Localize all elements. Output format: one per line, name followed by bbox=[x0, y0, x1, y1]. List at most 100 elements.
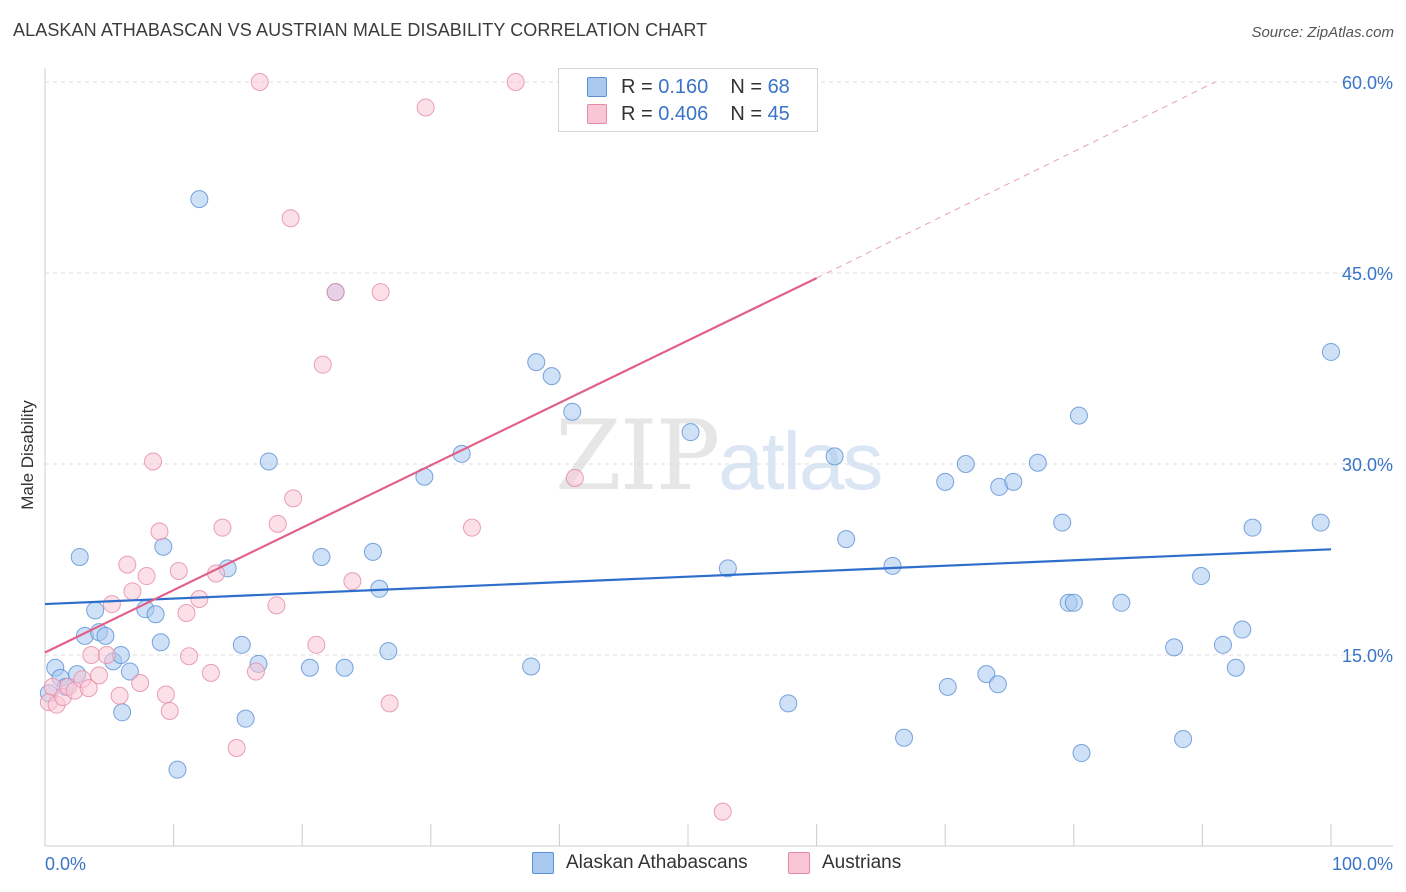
athabascan-point bbox=[1192, 567, 1211, 586]
legend-item-austrians[interactable]: Austrians bbox=[788, 852, 901, 874]
chart-source: Source: ZipAtlas.com bbox=[1251, 24, 1394, 41]
austrian-point bbox=[110, 686, 129, 705]
athabascan-point bbox=[936, 472, 955, 491]
r-label: R = bbox=[621, 102, 653, 125]
austrian-point bbox=[180, 647, 199, 666]
athabascan-point bbox=[70, 547, 89, 566]
athabascan-point bbox=[86, 601, 105, 620]
athabascan-point bbox=[1064, 593, 1083, 612]
n-label: N = bbox=[730, 75, 762, 98]
athabascan-point bbox=[837, 530, 856, 549]
athabascan-point bbox=[120, 662, 139, 681]
athabascan-point bbox=[522, 657, 541, 676]
athabascan-point bbox=[96, 626, 115, 645]
austrian-point bbox=[90, 666, 109, 685]
athabascan-point bbox=[151, 633, 170, 652]
athabascan-point bbox=[988, 675, 1007, 694]
athabascan-point bbox=[259, 452, 278, 471]
n-value: 45 bbox=[767, 102, 790, 125]
legend-label: Austrians bbox=[822, 852, 902, 873]
athabascan-point bbox=[527, 353, 546, 372]
athabascan-point bbox=[154, 537, 173, 556]
stats-legend: R = 0.160 N = 68 R = 0.406 N = 45 bbox=[558, 68, 818, 132]
athabascan-point bbox=[779, 694, 798, 713]
austrian-point bbox=[565, 469, 584, 488]
austrian-point bbox=[326, 283, 345, 302]
athabascan-point bbox=[1311, 513, 1330, 532]
athabascan-point bbox=[563, 402, 582, 421]
austrian-point bbox=[213, 518, 232, 537]
austrian-point bbox=[713, 802, 732, 821]
legend-item-athabascans[interactable]: Alaskan Athabascans bbox=[532, 852, 748, 874]
athabascan-point bbox=[1233, 620, 1252, 639]
athabascan-point bbox=[236, 709, 255, 728]
athabascan-point bbox=[168, 760, 187, 779]
austrian-point bbox=[343, 572, 362, 591]
x-tick-label: 0.0% bbox=[45, 854, 86, 874]
austrian-point bbox=[313, 355, 332, 374]
athabascan-point bbox=[681, 423, 700, 442]
austrian-point bbox=[137, 567, 156, 586]
r-label: R = bbox=[621, 75, 653, 98]
austrian-point bbox=[150, 522, 169, 541]
y-axis-label: Male Disability bbox=[18, 400, 37, 510]
austrian-point bbox=[227, 738, 246, 757]
austrian-point bbox=[380, 694, 399, 713]
athabascan-point bbox=[938, 677, 957, 696]
austrian-point bbox=[506, 73, 525, 91]
athabascan-point bbox=[895, 728, 914, 747]
athabascan-point bbox=[1322, 342, 1340, 361]
watermark-atlas: atlas bbox=[718, 416, 883, 507]
athabascan-point bbox=[1069, 406, 1088, 425]
chart-title: ALASKAN ATHABASCAN VS AUSTRIAN MALE DISA… bbox=[13, 20, 708, 40]
legend-label: Alaskan Athabascans bbox=[566, 852, 748, 873]
athabascan-point bbox=[542, 367, 561, 386]
y-tick-label: 45.0% bbox=[1342, 264, 1393, 284]
austrian-point bbox=[123, 582, 142, 601]
athabascan-point bbox=[1174, 730, 1193, 749]
austrian-point bbox=[131, 674, 150, 693]
austrian-point bbox=[462, 518, 481, 537]
austrian-point bbox=[268, 514, 287, 533]
athabascan-point bbox=[146, 605, 165, 624]
austrian-trend-line bbox=[44, 277, 818, 654]
athabascan-point bbox=[956, 455, 975, 473]
athabascan-point bbox=[190, 190, 209, 209]
athabascan-point bbox=[300, 658, 319, 677]
athabascan-point bbox=[1112, 593, 1131, 612]
athabascan-point bbox=[718, 559, 737, 578]
n-label: N = bbox=[730, 102, 762, 125]
austrian-point bbox=[102, 595, 121, 614]
athabascan-point bbox=[1004, 472, 1023, 491]
athabascan-point bbox=[312, 547, 331, 566]
athabascan-point bbox=[1165, 638, 1184, 657]
austrian-point bbox=[177, 603, 196, 622]
athabascan-point bbox=[1226, 658, 1245, 677]
athabascan-point bbox=[379, 642, 398, 661]
austrian-point bbox=[371, 283, 390, 302]
x-tick-label: 100.0% bbox=[1332, 854, 1393, 874]
athabascan-point bbox=[825, 447, 844, 466]
watermark: ZIPatlas bbox=[555, 400, 883, 512]
austrian-point bbox=[82, 646, 101, 664]
austrian-point bbox=[97, 646, 116, 664]
y-tick-label: 30.0% bbox=[1342, 455, 1393, 475]
n-value: 68 bbox=[767, 75, 790, 98]
austrian-point bbox=[284, 489, 303, 508]
athabascan-point bbox=[1243, 518, 1262, 537]
athabascan-point bbox=[883, 556, 902, 575]
athabascan-point bbox=[363, 542, 382, 561]
athabascan-point bbox=[1213, 635, 1232, 654]
r-value: 0.160 bbox=[658, 75, 709, 98]
austrian-swatch bbox=[587, 104, 607, 124]
austrian-point bbox=[416, 98, 435, 117]
austrian-point bbox=[267, 596, 286, 615]
r-value: 0.406 bbox=[658, 102, 709, 125]
austrian-point bbox=[250, 73, 269, 91]
athabascan-point bbox=[1072, 744, 1091, 763]
athabascan-swatch bbox=[587, 77, 607, 97]
athabascan-point bbox=[1028, 453, 1047, 472]
athabascan-legend-swatch bbox=[532, 852, 554, 874]
athabascan-point bbox=[232, 635, 251, 654]
